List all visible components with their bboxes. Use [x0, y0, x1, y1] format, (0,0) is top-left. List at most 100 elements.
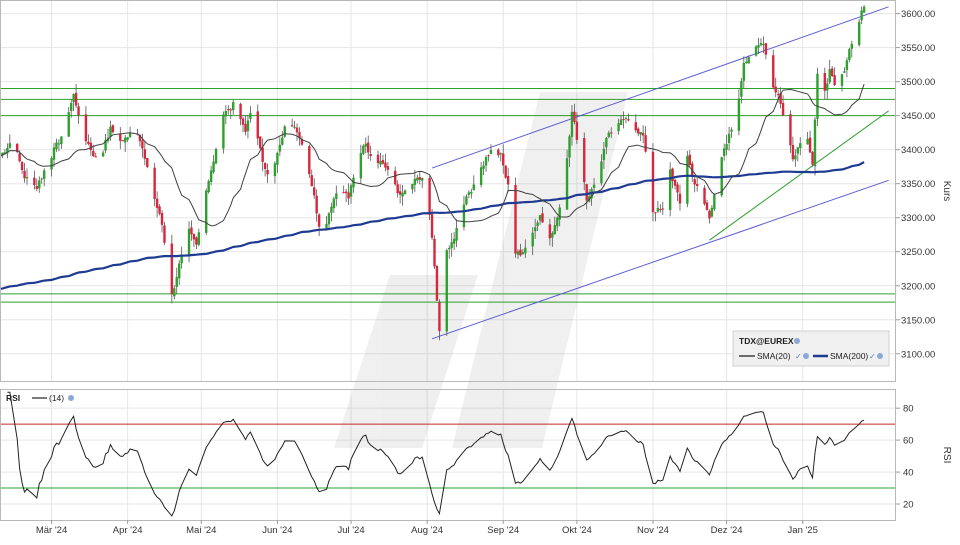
candle-body	[833, 75, 836, 85]
candle-body	[23, 170, 26, 179]
legend-sma20-check-icon[interactable]: ✓	[795, 352, 802, 361]
candle-body	[50, 158, 53, 170]
candle-body	[725, 144, 728, 150]
date-tick-label: Mai '24	[186, 525, 216, 536]
rsi-axis-title: RSI	[941, 447, 952, 464]
date-tick-label: Jul '24	[337, 525, 364, 536]
sma200-line	[0, 161, 865, 291]
candle-body	[862, 6, 866, 13]
date-tick-label: Aug '24	[411, 525, 443, 536]
candle-body	[138, 134, 142, 142]
date-tick-label: Jan '25	[788, 525, 818, 536]
date-tick-label: Jun '24	[262, 525, 292, 536]
candle-body	[644, 135, 647, 152]
candle-body	[278, 144, 282, 152]
candle-body	[548, 224, 552, 239]
candle-body	[15, 143, 19, 152]
legend-symbol-settings-icon[interactable]	[794, 338, 800, 344]
candle-body	[860, 10, 863, 21]
legend-symbol-label: TDX@EUREX	[739, 336, 794, 346]
candle-body	[344, 191, 348, 194]
candle-body	[514, 184, 517, 254]
candle-body	[654, 212, 657, 214]
candle-body	[713, 194, 716, 210]
candle-body	[386, 166, 390, 170]
candle-body	[175, 277, 178, 287]
candle-body	[20, 162, 24, 171]
candle-body	[668, 169, 672, 211]
candle-body	[55, 142, 58, 150]
candle-body	[830, 68, 834, 77]
candle-body	[123, 137, 127, 143]
candle-body	[811, 151, 814, 165]
candle-body	[617, 123, 620, 132]
candle-body	[180, 254, 183, 264]
candle-body	[84, 114, 88, 142]
candle-body	[359, 152, 363, 179]
candle-body	[445, 250, 448, 332]
candle-body	[776, 94, 780, 96]
candle-body	[72, 94, 75, 102]
candle-body	[109, 126, 112, 137]
candle-body	[197, 232, 201, 245]
price-tick-label: 3100.00	[901, 349, 935, 360]
candle-body	[141, 140, 144, 149]
candle-body	[153, 167, 156, 200]
candle-body	[740, 81, 743, 97]
candle-body	[349, 185, 353, 197]
rsi-legend-label: RSI	[6, 393, 20, 403]
candle-body	[87, 141, 90, 144]
candle-body	[273, 163, 277, 177]
candle-body	[222, 114, 225, 149]
candle-body	[558, 207, 561, 220]
candle-body	[121, 140, 124, 142]
legend-sma200-check-icon[interactable]: ✓	[869, 352, 876, 361]
candle-body	[627, 119, 630, 121]
candle-body	[637, 128, 640, 134]
rsi-legend-settings-icon[interactable]	[68, 395, 74, 401]
candle-body	[244, 123, 247, 132]
candle-body	[465, 196, 468, 205]
legend-sma20-settings-icon[interactable]	[803, 353, 809, 359]
candle-body	[94, 156, 97, 158]
candle-body	[335, 193, 338, 199]
candle-body	[799, 143, 802, 149]
candle-body	[678, 193, 682, 204]
candle-body	[241, 118, 245, 125]
candle-body	[126, 137, 129, 140]
candle-body	[40, 178, 43, 180]
sma20-line	[0, 83, 865, 227]
candle-body	[610, 132, 613, 134]
uptrend-line	[709, 110, 889, 241]
legend-sma200-label: SMA(200)	[830, 351, 868, 361]
candle-body	[764, 43, 768, 55]
candle-body	[281, 137, 284, 145]
legend-sma200-settings-icon[interactable]	[877, 353, 883, 359]
candle-body	[710, 207, 714, 217]
candle-body	[661, 208, 664, 210]
candle-body	[467, 192, 471, 195]
candle-body	[119, 134, 122, 141]
candle-body	[816, 73, 819, 119]
candle-body	[489, 150, 493, 154]
candle-body	[789, 114, 792, 146]
candle-body	[676, 184, 679, 193]
candle-body	[737, 98, 741, 131]
date-tick-label: Nov '24	[637, 525, 669, 536]
candle-body	[143, 149, 147, 159]
candle-body	[381, 160, 385, 164]
candle-body	[8, 143, 12, 148]
candle-body	[462, 204, 466, 228]
candle-body	[452, 238, 456, 244]
candle-body	[364, 143, 367, 147]
candle-body	[239, 103, 242, 120]
candle-body	[651, 151, 655, 213]
price-tick-label: 3200.00	[901, 281, 935, 292]
candle-body	[57, 143, 61, 145]
trend-channel-upper	[431, 6, 889, 169]
candle-body	[762, 43, 765, 45]
candle-body	[52, 147, 56, 160]
price-tick-label: 3250.00	[901, 247, 935, 258]
candle-body	[298, 132, 301, 139]
price-tick-label: 3450.00	[901, 111, 935, 122]
